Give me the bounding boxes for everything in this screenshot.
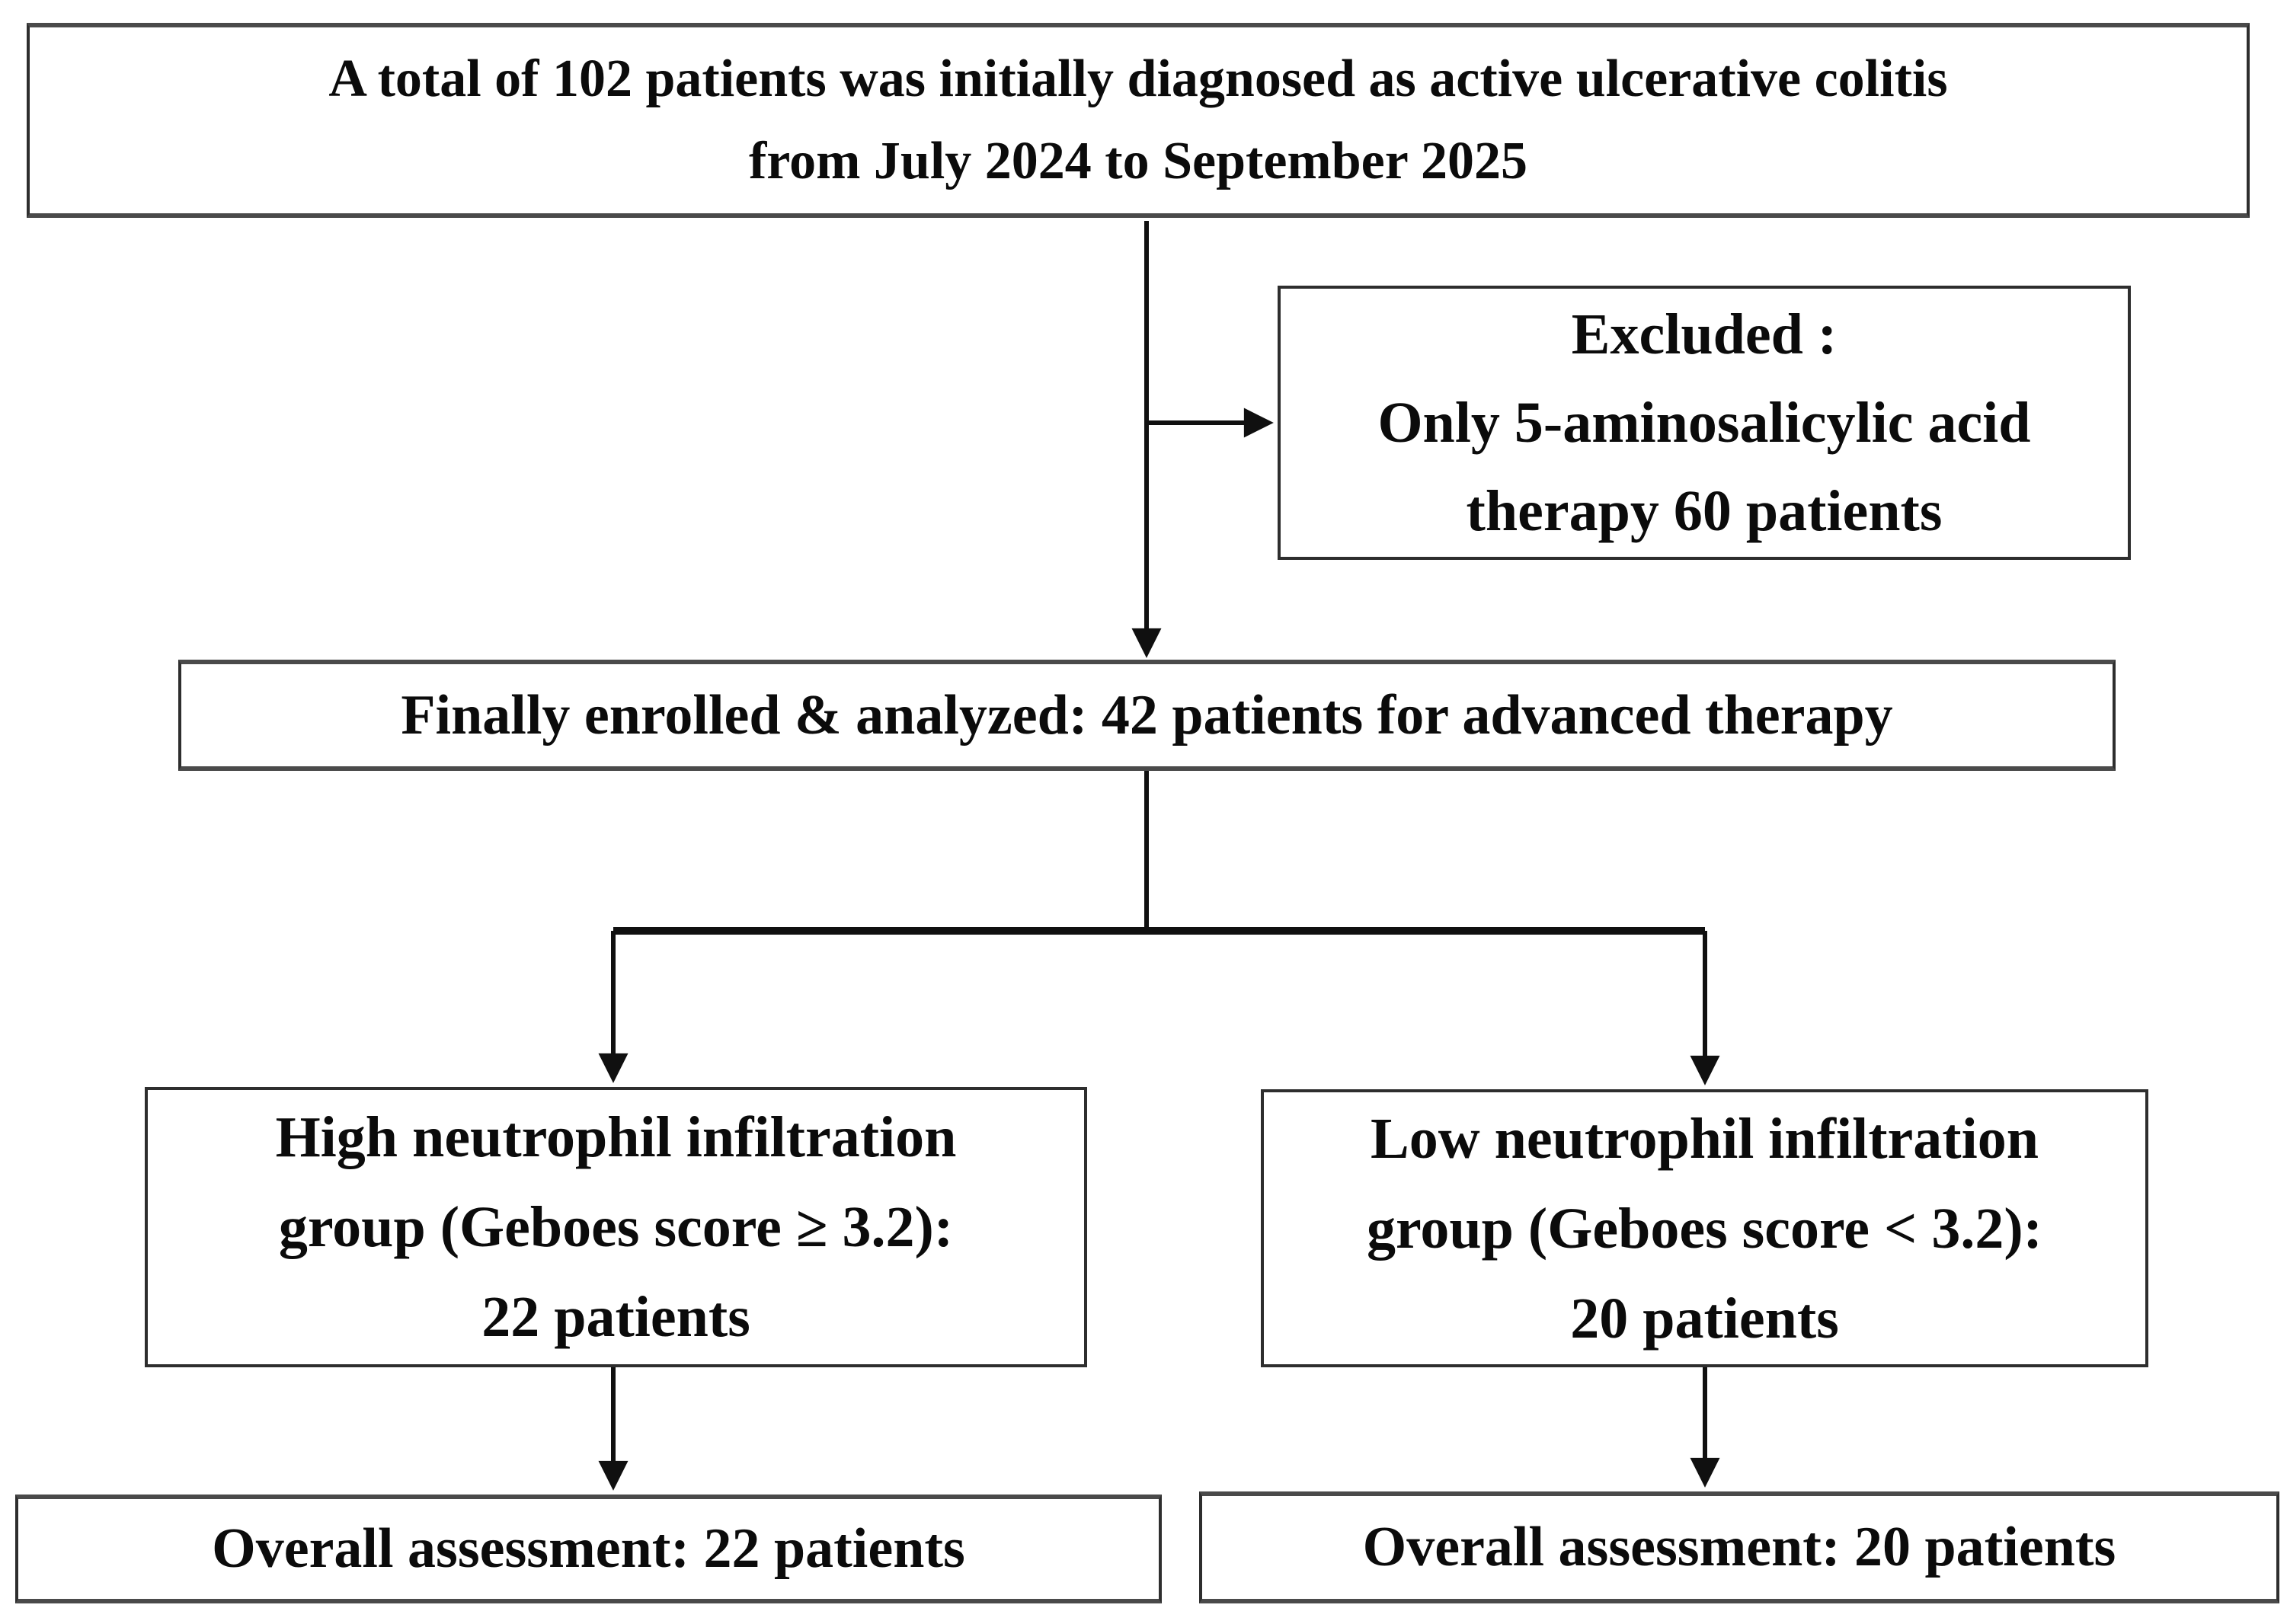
- high-group-line-2: group (Geboes score ≥ 3.2):: [278, 1195, 954, 1259]
- high-outcome-line-1: Overall assessment: 22 patients: [212, 1517, 965, 1580]
- low-group-line-3: 20 patients: [1570, 1286, 1839, 1351]
- initial-diagnosis-box: A total of 102 patients was initially di…: [27, 23, 2250, 218]
- low-group-line-2: group (Geboes score < 3.2):: [1367, 1196, 2042, 1261]
- low-group-line-1: Low neutrophil infiltration: [1371, 1106, 2039, 1171]
- initial-diagnosis-line-2: from July 2024 to September 2025: [748, 132, 1528, 190]
- high-neutrophil-group-box: High neutrophil infiltration group (Gebo…: [145, 1087, 1087, 1367]
- excluded-line-3: therapy 60 patients: [1466, 479, 1943, 543]
- low-outcome-line-1: Overall assessment: 20 patients: [1362, 1516, 2116, 1578]
- excluded-box: Excluded : Only 5-aminosalicylic acid th…: [1278, 286, 2131, 560]
- enrolled-analyzed-line-1: Finally enrolled & analyzed: 42 patients…: [401, 683, 1893, 746]
- high-group-line-1: High neutrophil infiltration: [275, 1105, 957, 1169]
- low-group-overall-assessment-box: Overall assessment: 20 patients: [1199, 1491, 2279, 1603]
- excluded-line-2: Only 5-aminosalicylic acid: [1377, 391, 2031, 455]
- enrolled-analyzed-box: Finally enrolled & analyzed: 42 patients…: [178, 660, 2116, 771]
- high-group-line-3: 22 patients: [481, 1285, 750, 1349]
- excluded-line-1: Excluded :: [1571, 302, 1838, 366]
- initial-diagnosis-line-1: A total of 102 patients was initially di…: [328, 50, 1948, 108]
- high-group-overall-assessment-box: Overall assessment: 22 patients: [15, 1495, 1162, 1603]
- low-neutrophil-group-box: Low neutrophil infiltration group (Geboe…: [1261, 1089, 2148, 1367]
